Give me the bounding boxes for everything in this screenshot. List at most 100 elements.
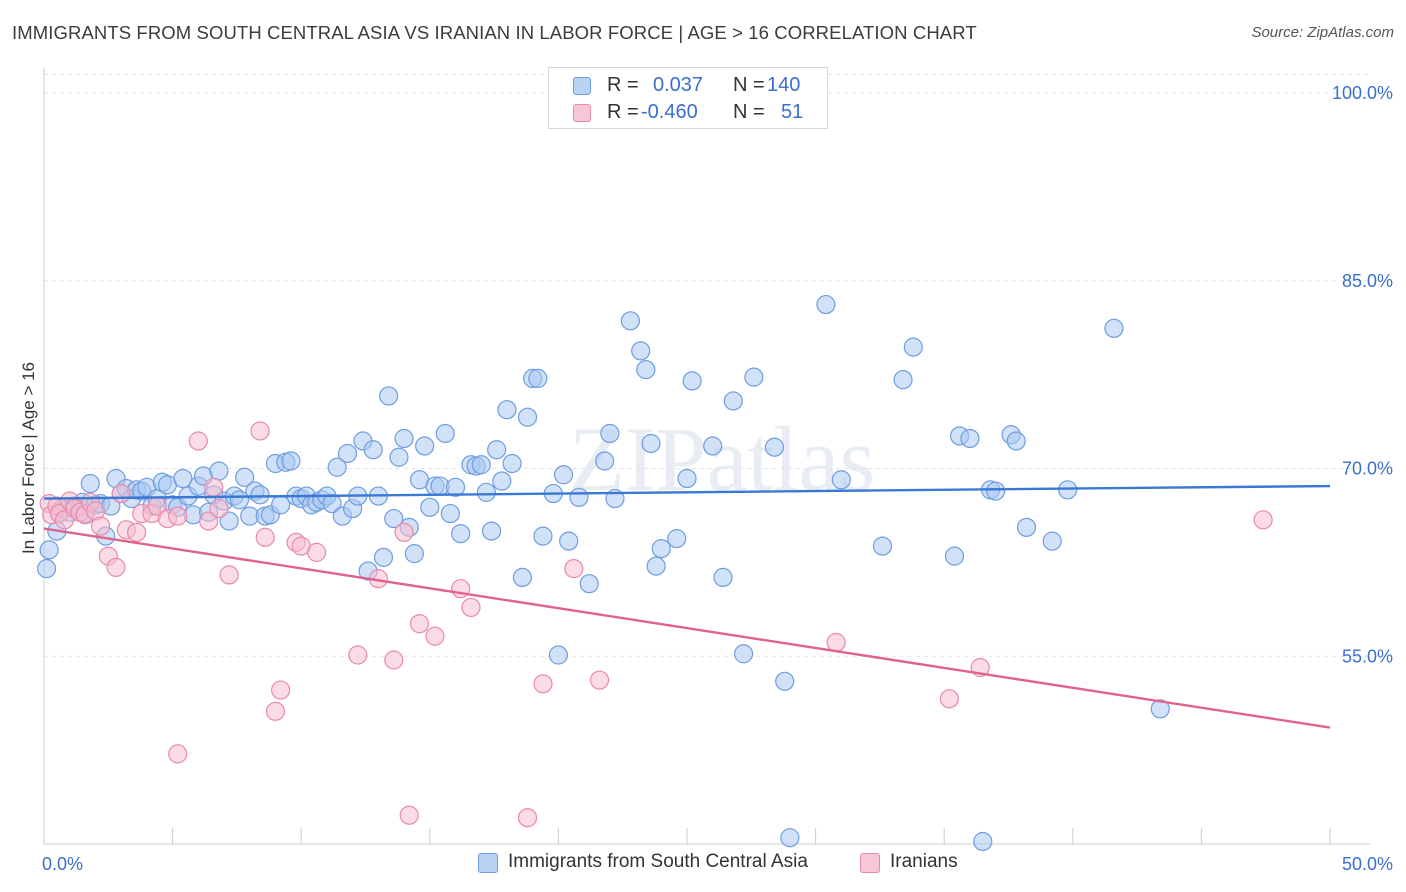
immigrants-point [209,461,229,481]
legend-n-label: N = [733,74,765,96]
iranians-point [425,626,445,646]
immigrants-point [39,540,59,560]
iranians-point [589,670,610,690]
y-tick-label: 55.0% [1342,646,1393,666]
immigrants-point [631,341,651,361]
immigrants-point [973,831,993,852]
legend-n-value: 51 [781,101,804,123]
iranians-point [1253,510,1273,530]
iranians-point [265,701,286,721]
iranians-point [399,805,419,825]
immigrants-point [986,481,1006,501]
immigrants-point [646,556,666,576]
immigrants-point [703,436,723,456]
immigrants-point [533,526,553,546]
iranians-trend-line [43,527,1331,729]
immigrants-point [517,407,538,427]
immigrants-point [219,511,239,531]
immigrants-point [641,433,661,454]
iranians-point [209,498,229,519]
iranians-point [461,597,481,618]
series-iranians-points [39,421,1273,828]
legend-n-value: 140 [767,74,801,96]
x-tick-label-min: 0.0% [42,854,83,874]
immigrants-point [636,360,656,380]
immigrants-point [893,370,913,390]
immigrants-point [816,294,836,315]
immigrants-point [471,455,491,475]
iranians-point [199,511,219,531]
immigrants-point [250,485,270,505]
tick-labels: 55.0% 70.0% 85.0% 100.0% 0.0% 50.0% [42,83,1393,874]
immigrants-point [80,473,100,494]
iranians-point [219,565,239,585]
legend-r-value: -0.460 [641,101,698,123]
immigrants-point [553,465,574,485]
immigrants-point [595,451,615,471]
immigrants-point [445,477,466,497]
x-tick-label-max: 50.0% [1342,854,1393,874]
immigrants-point [497,400,517,420]
iranians-point [106,557,126,577]
iranians-point [394,522,414,542]
chart-title: IMMIGRANTS FROM SOUTH CENTRAL ASIA VS IR… [12,22,977,43]
immigrants-point [559,531,579,551]
immigrants-trend-line [43,484,1331,500]
immigrants-point [476,482,496,502]
immigrants-point [569,487,589,507]
immigrants-point [420,497,440,517]
immigrants-point [235,467,255,487]
bottom-legend-iranians: Iranians [860,851,980,875]
immigrants-point [451,523,471,544]
immigrants-point [502,453,522,474]
immigrants-point [780,828,800,848]
y-axis-title: In Labor Force | Age > 16 [19,362,38,554]
immigrants-point [327,457,347,477]
chart-source: Source: ZipAtlas.com [1251,24,1394,41]
bottom-legend-immigrants: Immigrants from South Central Asia [478,851,838,875]
immigrants-point [337,443,358,464]
immigrants-point [415,436,435,456]
immigrants-point [528,368,548,388]
immigrants-point [872,536,893,556]
immigrants-point [281,451,301,471]
y-tick-label: 100.0% [1332,83,1393,103]
bottom-legend-label: Immigrants from South Central Asia [508,851,808,872]
grid-lines [44,73,1370,657]
iranians-point [533,674,553,694]
legend-r-label: R = [607,74,639,96]
iranians-point [409,614,430,634]
legend-n-label: N = [733,101,765,123]
iranians-point [384,650,404,670]
iranians-point [255,527,275,547]
immigrants-point [600,423,620,444]
immigrants-point [229,490,250,510]
legend-box: R = 0.037 N = 140 R = -0.460 N = 51 [548,67,828,129]
immigrants-point [713,567,733,588]
immigrants-point [404,544,424,564]
immigrants-point [435,423,455,444]
immigrants-point [620,311,641,331]
iranians-point [188,431,208,451]
bottom-legend-swatch-blue [478,853,498,873]
y-tick-label: 85.0% [1342,271,1393,291]
immigrants-point [733,644,754,664]
immigrants-point [682,371,702,391]
immigrants-point [373,547,394,567]
immigrants-point [1104,318,1124,338]
iranians-point [168,506,188,526]
iranians-point [111,483,131,504]
iranians-point [517,808,538,828]
immigrants-point [384,508,404,529]
iranians-point [168,744,188,764]
immigrants-point [379,386,399,406]
legend-r-value: 0.037 [653,74,704,96]
iranians-point [250,421,270,441]
immigrants-point [651,539,671,559]
iranians-point [126,522,147,542]
bottom-legend-label: Iranians [890,851,958,872]
iranians-point [307,542,327,562]
axes [43,68,1370,845]
iranians-point [348,645,368,665]
